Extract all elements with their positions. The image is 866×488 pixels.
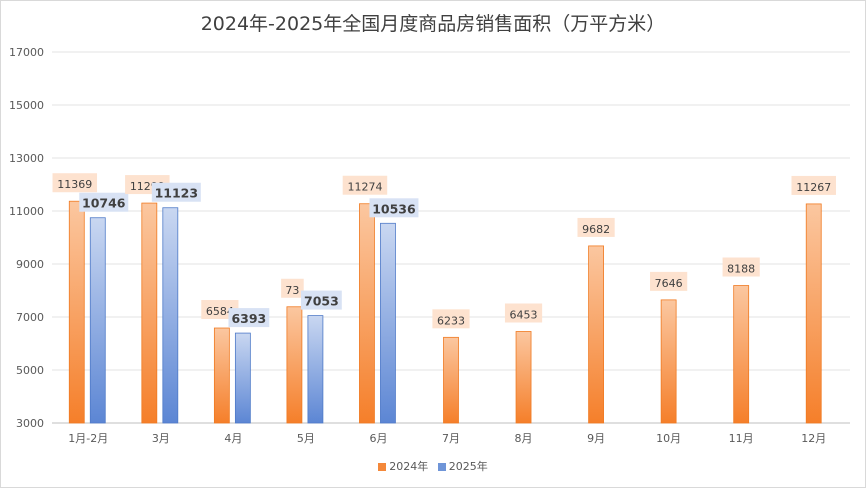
data-label-2025-bg: [228, 308, 270, 328]
y-tick-label: 13000: [9, 152, 44, 165]
chart-title: 2024年-2025年全国月度商品房销售面积（万平方米）: [200, 13, 666, 35]
legend-item-2025: 2025年: [437, 460, 488, 473]
data-label-2024: 6233: [437, 314, 465, 327]
data-label-2024: 8188: [727, 263, 755, 276]
bar-2024: [359, 203, 375, 424]
legend-swatch-2024: [378, 463, 387, 471]
x-tick-label: 8月: [515, 432, 533, 445]
data-label-2025: 10536: [372, 201, 416, 216]
x-tick-label: 11月: [729, 432, 754, 445]
data-label-2024-bg: [791, 175, 836, 195]
chart-legend: 2024年 2025年: [0, 458, 866, 474]
data-label-2024: 11267: [796, 181, 831, 194]
bar-2024: [141, 202, 158, 424]
bar-2024: [515, 331, 532, 424]
legend-item-2024: 2024年: [378, 460, 428, 473]
bar-2024: [213, 327, 230, 424]
data-label-2025: 6393: [231, 311, 266, 326]
data-label-2024-bg: [432, 309, 470, 329]
data-label-2024: 11369: [57, 178, 92, 191]
data-label-2025-bg: [369, 198, 419, 218]
data-label-2025-bg: [151, 182, 201, 202]
data-label-2025: 11123: [155, 186, 199, 201]
data-label-2025-bg: [301, 290, 342, 310]
data-label-2024: 9682: [582, 223, 610, 236]
y-tick-label: 5000: [16, 364, 44, 377]
bar-2024: [286, 306, 303, 424]
data-label-2024-bg: [342, 175, 388, 195]
data-label-2024-bg: [577, 217, 615, 237]
y-tick-label: 9000: [16, 258, 44, 271]
data-label-2024: 6453: [510, 308, 538, 321]
x-tick-label: 9月: [587, 432, 605, 445]
bar-2024: [733, 285, 750, 424]
bar-2024: [68, 200, 85, 424]
x-tick-label: 10月: [656, 432, 681, 445]
y-tick-label: 3000: [16, 417, 44, 430]
data-label-2024: 7646: [655, 277, 683, 290]
x-tick-label: 12月: [801, 432, 826, 445]
x-tick-label: 3月: [152, 432, 170, 445]
bar-2024: [443, 336, 459, 424]
data-label-2025: 7053: [304, 294, 339, 309]
data-label-2024-bg: [722, 257, 760, 277]
x-tick-label: 1月-2月: [68, 432, 108, 445]
y-tick-label: 15000: [9, 99, 44, 112]
x-tick-label: 4月: [224, 432, 242, 445]
legend-label-2025: 2025年: [448, 460, 488, 473]
bar-2025: [162, 207, 179, 424]
x-tick-label: 6月: [369, 432, 387, 445]
legend-swatch-2025: [437, 463, 446, 471]
bar-2024: [660, 299, 677, 424]
x-tick-label: 7月: [442, 432, 460, 445]
bar-2024: [805, 203, 822, 424]
y-tick-label: 11000: [9, 205, 44, 218]
y-tick-label: 7000: [16, 311, 44, 324]
legend-label-2024: 2024年: [389, 460, 429, 473]
data-label-2024: 6584: [206, 305, 234, 318]
x-tick-label: 5月: [297, 432, 315, 445]
data-label-2025-bg: [79, 192, 129, 212]
data-label-2024-bg: [281, 278, 304, 298]
bar-2025: [234, 332, 251, 424]
data-label-2025: 10746: [82, 196, 126, 211]
bar-2025: [380, 222, 396, 424]
y-tick-label: 17000: [9, 46, 44, 59]
data-label-2024-bg: [52, 173, 98, 193]
bar-2025: [307, 315, 324, 424]
data-label-2024-bg: [650, 271, 688, 291]
bar-2024: [588, 245, 604, 424]
data-label-2024: 73: [285, 284, 299, 297]
bar-2025: [89, 217, 106, 424]
data-label-2024: 11274: [347, 181, 382, 194]
data-label-2024-bg: [504, 303, 543, 323]
